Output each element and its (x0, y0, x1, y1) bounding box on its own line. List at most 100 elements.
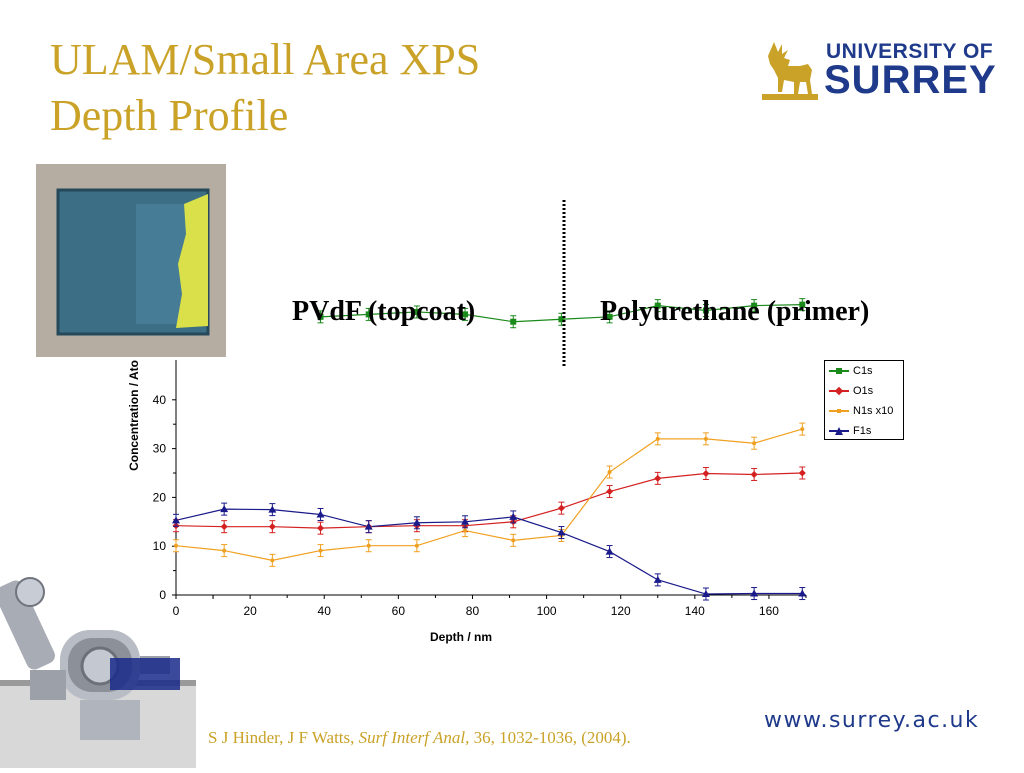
data-point-square (751, 302, 758, 309)
data-point-diamond (606, 488, 614, 496)
data-point-diamond (798, 469, 806, 477)
data-point-diamond (702, 469, 710, 477)
stag-icon (762, 42, 818, 100)
data-point-triangle (461, 517, 470, 525)
legend-label-c1s: C1s (853, 365, 873, 377)
data-point-diamond (268, 523, 276, 531)
x-tick-label: 80 (466, 604, 480, 618)
y-tick-label: 10 (153, 539, 167, 553)
data-point-diamond (317, 524, 325, 532)
citation-details: , 36, 1032-1036, (2004). (465, 728, 631, 747)
data-point-triangle (172, 516, 180, 524)
data-point-square (799, 301, 806, 308)
polyurethane-primer-label: Polyurethane (primer) (600, 296, 870, 327)
citation-journal: Surf Interf Anal (358, 728, 466, 747)
data-point-triangle (412, 518, 421, 526)
pvdf-topcoat-label: PVdF (topcoat) (292, 296, 476, 327)
data-point-triangle (268, 505, 277, 513)
diamond-marker-icon (834, 386, 844, 396)
legend-item-o1s: O1s (825, 381, 903, 401)
data-point-star (463, 528, 468, 533)
legend-label-f1s: F1s (853, 425, 872, 437)
data-point-triangle (220, 505, 229, 513)
star-marker-icon (837, 409, 841, 413)
chart-data-points (172, 298, 807, 601)
data-point-square (510, 318, 517, 325)
data-point-diamond (557, 504, 565, 512)
sample-photo-image (36, 164, 226, 357)
data-point-diamond (220, 523, 228, 531)
data-point-star (174, 543, 178, 548)
legend-item-n1s: N1s x10 (825, 401, 903, 421)
y-tick-label: 0 (159, 588, 166, 602)
data-point-star (703, 436, 708, 441)
xps-instrument-image (0, 570, 200, 773)
data-point-triangle (605, 547, 614, 555)
logo-university-of: UNIVERSITY OF (826, 40, 994, 63)
data-point-star (800, 427, 805, 432)
series-line-o1s (175, 472, 803, 529)
data-point-star (752, 441, 757, 446)
y-tick-label: 20 (153, 490, 167, 504)
x-tick-label: 60 (392, 604, 406, 618)
data-point-square (365, 311, 372, 318)
data-point-triangle (509, 512, 518, 520)
data-point-star (270, 558, 275, 563)
x-tick-label: 100 (537, 604, 557, 618)
data-point-diamond (654, 474, 662, 482)
data-point-triangle (653, 575, 662, 583)
legend-label-o1s: O1s (853, 385, 874, 397)
legend-label-n1s: N1s x10 (853, 405, 894, 417)
logo-surrey: SURREY (824, 58, 997, 102)
x-tick-label: 140 (685, 604, 705, 618)
data-point-triangle (364, 522, 373, 530)
xps-instrument-drawing (0, 577, 196, 768)
data-point-triangle (316, 510, 325, 518)
data-point-star (511, 538, 516, 543)
citation-authors: S J Hinder, J F Watts, (208, 728, 359, 747)
data-point-triangle (701, 590, 710, 598)
data-point-square (317, 313, 324, 320)
chart-series-lines (175, 304, 803, 595)
data-point-triangle (798, 589, 807, 597)
x-tick-label: 40 (318, 604, 332, 618)
data-point-triangle (557, 528, 566, 536)
data-point-triangle (750, 589, 759, 597)
slide-title: ULAM/Small Area XPS Depth Profile (50, 32, 480, 144)
x-tick-label: 20 (243, 604, 257, 618)
sample-photo (36, 164, 226, 357)
data-point-star (414, 543, 419, 548)
series-line-f1s (175, 508, 803, 595)
data-point-square (558, 316, 565, 323)
x-axis-label: Depth / nm (430, 630, 492, 644)
x-tick-label: 160 (759, 604, 779, 618)
data-point-square (606, 313, 613, 320)
data-point-square (462, 311, 469, 318)
chart-axes: 0 20 40 60 80 100 120 140 160 0 10 20 30 40 Depth / nm… (127, 360, 807, 644)
university-logo: UNIVERSITY OF SURREY (760, 36, 996, 106)
data-point-star (366, 543, 371, 548)
data-point-square (413, 308, 420, 315)
title-line-1: ULAM/Small Area XPS (50, 35, 481, 84)
data-point-star (607, 470, 612, 475)
square-marker-icon (836, 368, 842, 374)
chart-legend: C1s O1s N1s x10 F1s (824, 360, 904, 440)
legend-item-c1s: C1s (825, 361, 903, 381)
y-axis-label: Concentration / Ato (127, 360, 141, 471)
legend-item-f1s: F1s (825, 421, 903, 441)
data-point-star (222, 548, 227, 553)
data-point-star (655, 436, 660, 441)
y-tick-label: 30 (153, 442, 167, 456)
data-point-diamond (750, 470, 758, 478)
university-url: www.surrey.ac.uk (764, 708, 980, 733)
data-point-square (702, 307, 709, 314)
citation: S J Hinder, J F Watts, Surf Interf Anal,… (208, 728, 631, 748)
data-point-square (654, 302, 661, 309)
series-line-n1s-x10 (175, 428, 803, 561)
depth-profile-chart: 0 20 40 60 80 100 120 140 160 0 10 20 30 40 Depth / nm… (127, 200, 807, 644)
y-tick-label: 40 (153, 393, 167, 407)
x-tick-label: 0 (173, 604, 180, 618)
title-line-2: Depth Profile (50, 91, 289, 140)
x-tick-label: 120 (611, 604, 631, 618)
data-point-star (318, 548, 323, 553)
